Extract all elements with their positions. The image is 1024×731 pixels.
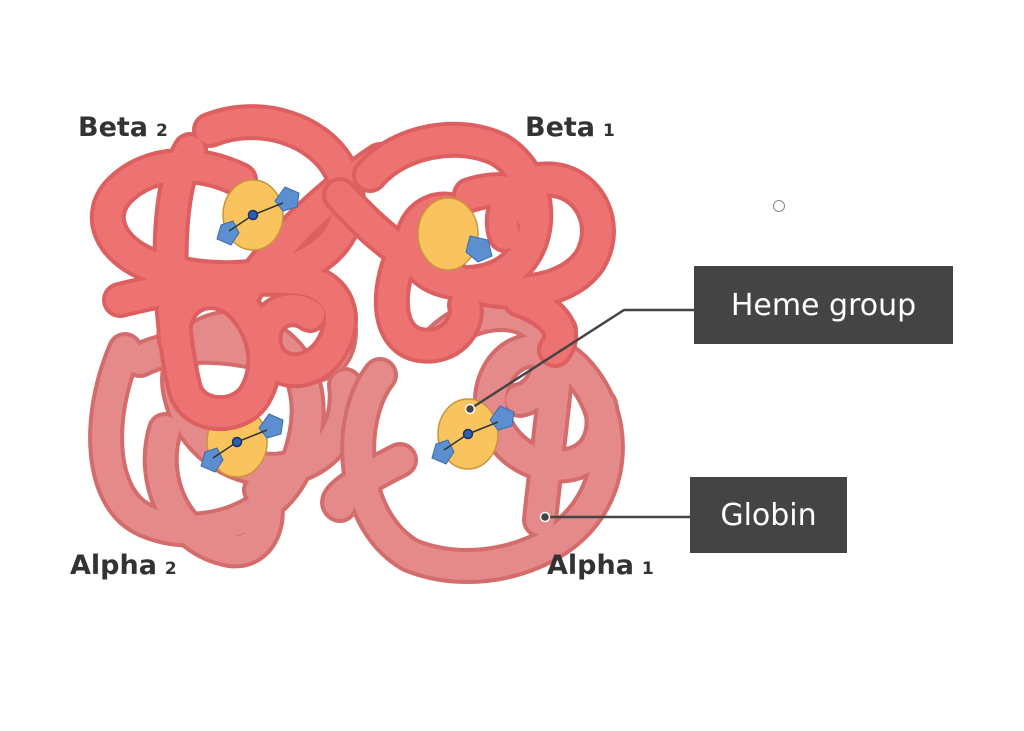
beta1-label: Beta 1 (525, 112, 615, 143)
beta1-label-subscript: 1 (603, 121, 615, 141)
beta2-label-name: Beta (78, 112, 149, 143)
globin-callout: Globin (690, 477, 847, 553)
alpha1-label-subscript: 1 (641, 559, 654, 579)
beta1-label-name: Beta (525, 112, 596, 143)
beta2-label-subscript: 2 (156, 121, 168, 141)
alpha2-label: Alpha 2 (70, 550, 177, 581)
globin-leader-line (539, 511, 690, 523)
alpha1-label: Alpha 1 (547, 550, 654, 581)
beta1-heme-group (417, 197, 493, 271)
alpha1-label-name: Alpha (547, 550, 634, 581)
alpha2-label-name: Alpha (70, 550, 157, 581)
beta2-label: Beta 2 (78, 112, 168, 143)
beta1-globin-chain (322, 121, 616, 368)
alpha2-label-subscript: 2 (164, 559, 177, 579)
beta2-globin-chain (89, 104, 398, 432)
marker-ring (773, 200, 785, 212)
heme-leader-line (464, 308, 694, 415)
heme-group-callout: Heme group (694, 266, 953, 344)
